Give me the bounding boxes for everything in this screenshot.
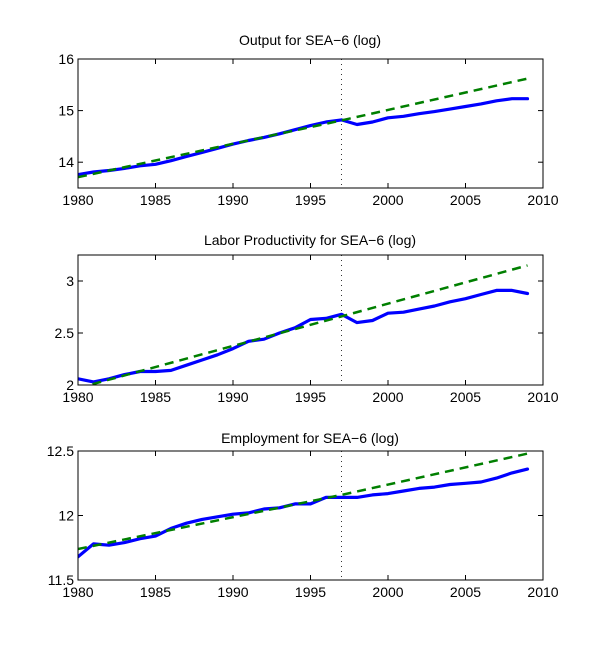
y-tick-label: 3	[66, 273, 74, 289]
x-tick-label: 2000	[372, 584, 403, 600]
x-tick-label: 1995	[295, 584, 326, 600]
y-tick-label: 16	[58, 51, 74, 67]
plot-area	[78, 452, 530, 559]
y-tick-label: 2.5	[55, 325, 75, 341]
axes-frame	[77, 450, 544, 581]
x-tick-label: 1995	[295, 389, 326, 405]
x-tick-label: 2005	[450, 192, 481, 208]
x-tick-label: 1980	[62, 584, 93, 600]
x-tick-label: 1985	[140, 389, 171, 405]
chart-title: Labor Productivity for SEA−6 (log)	[204, 232, 416, 248]
labor-productivity-panel: Labor Productivity for SEA−6 (log) 1980 1…	[55, 232, 559, 405]
x-tick-label: 1990	[217, 192, 248, 208]
x-tick-label: 2000	[372, 389, 403, 405]
x-tick-label: 1990	[217, 389, 248, 405]
output-trend-line	[78, 77, 528, 179]
y-tick-label: 12.5	[47, 443, 74, 459]
employment-trend-line	[78, 452, 528, 551]
x-tick-label: 2000	[372, 192, 403, 208]
x-tick-label: 1985	[140, 584, 171, 600]
x-tick-label: 1980	[62, 389, 93, 405]
y-tick-label: 15	[58, 103, 74, 119]
x-tick-label: 1980	[62, 192, 93, 208]
labor-productivity-actual-line	[78, 288, 530, 384]
x-tick-label: 2010	[527, 584, 558, 600]
x-tick-label: 2005	[450, 389, 481, 405]
chart-title: Employment for SEA−6 (log)	[221, 430, 399, 446]
x-tick-label: 2005	[450, 584, 481, 600]
y-tick-label: 2	[66, 377, 74, 393]
x-tick-label: 2010	[527, 389, 558, 405]
y-tick-label: 12	[58, 508, 74, 524]
y-tick-label: 14	[58, 154, 74, 170]
chart-title: Output for SEA−6 (log)	[239, 32, 381, 48]
x-tick-label: 1990	[217, 584, 248, 600]
y-tick-label: 11.5	[48, 572, 74, 588]
labor-productivity-trend-line	[84, 264, 528, 385]
axes-frame	[77, 58, 544, 189]
x-tick-label: 2010	[527, 192, 558, 208]
employment-panel: Employment for SEA−6 (log) 1980 1985 1990 1…	[47, 430, 559, 600]
plot-area	[78, 77, 530, 179]
x-tick-label: 1995	[295, 192, 326, 208]
x-tick-label: 1985	[140, 192, 171, 208]
output-panel: Output for SEA−6 (log) 1980 1985 1990 1995 2…	[58, 32, 558, 208]
plot-area	[78, 264, 530, 385]
employment-actual-line	[78, 467, 530, 559]
